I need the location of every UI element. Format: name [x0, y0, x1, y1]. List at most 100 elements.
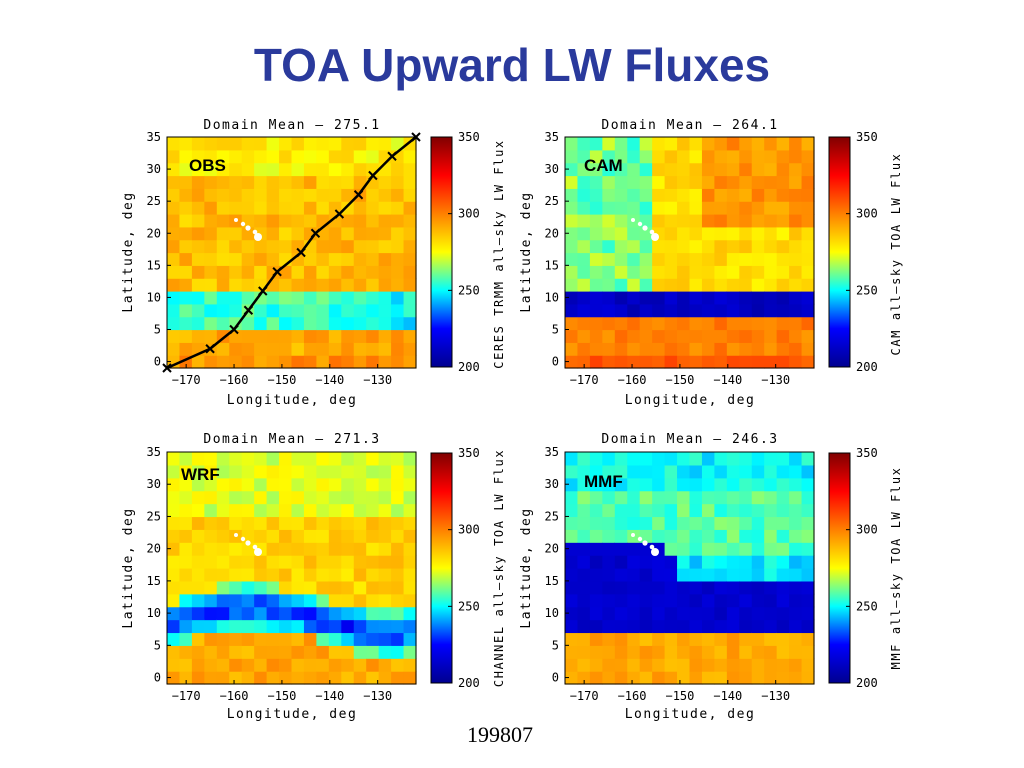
heatmap-cell [291, 568, 305, 582]
heatmap-cell [303, 671, 317, 685]
heatmap-cell [714, 516, 728, 530]
heatmap-cell [714, 355, 728, 369]
heatmap-cell [689, 214, 703, 228]
heatmap-cell [328, 239, 342, 254]
heatmap-cell [204, 291, 218, 305]
heatmap-cell [403, 214, 417, 228]
heatmap-cell [167, 278, 181, 292]
heatmap-cell [254, 316, 268, 331]
colorbar-tick-label: 250 [856, 599, 878, 613]
heatmap-cell [167, 503, 181, 518]
heatmap-cell [776, 658, 790, 672]
heatmap-cell [366, 214, 380, 228]
heatmap-cell [391, 188, 405, 202]
heatmap-cell [353, 632, 367, 646]
heatmap-cell [241, 252, 255, 266]
heatmap-cell [639, 671, 653, 685]
yaxis-label-cam: Latitude, deg [519, 191, 534, 312]
heatmap-cell [266, 580, 280, 595]
heatmap-cell [764, 239, 778, 254]
heatmap-cell [677, 149, 691, 164]
heatmap-cell [191, 632, 205, 646]
heatmap-cell [353, 278, 367, 292]
heatmap-cell [739, 201, 753, 215]
heatmap-cell [602, 555, 616, 569]
heatmap-cell [403, 555, 417, 569]
heatmap-cell [801, 542, 815, 556]
heatmap-cell [627, 226, 641, 241]
heatmap-cell [701, 329, 715, 343]
heatmap-cell [353, 542, 367, 556]
heatmap-cell [789, 568, 803, 582]
heatmap-cell [701, 342, 715, 356]
heatmap-cell [677, 464, 691, 479]
y-tick-label: 20 [545, 542, 559, 556]
heatmap-cell [602, 201, 616, 215]
heatmap-cell [216, 355, 230, 369]
heatmap-cell [739, 555, 753, 569]
heatmap-cell [677, 593, 691, 608]
heatmap-cell [229, 201, 243, 215]
heatmap-cell [366, 265, 380, 279]
heatmap-cell [677, 658, 691, 672]
heatmap-cell [789, 291, 803, 305]
heatmap-cell [167, 529, 181, 543]
heatmap-cell [589, 278, 603, 292]
heatmap-cell [739, 342, 753, 356]
heatmap-cell [279, 239, 293, 254]
heatmap-cell [229, 516, 243, 530]
heatmap-cell [266, 149, 280, 164]
heatmap-cell [216, 175, 230, 189]
heatmap-cell [652, 606, 666, 621]
heatmap-cell [614, 516, 628, 530]
heatmap-cell [689, 278, 703, 292]
heatmap-cell [291, 149, 305, 164]
heatmap-cell [391, 303, 405, 318]
heatmap-cell [291, 316, 305, 331]
heatmap-cell [179, 477, 193, 492]
heatmap-cell [391, 291, 405, 305]
heatmap-cell [254, 632, 268, 646]
heatmap-cell [391, 239, 405, 254]
heatmap-cell [303, 658, 317, 672]
heatmap-cell [378, 555, 392, 569]
heatmap-cell [266, 252, 280, 266]
heatmap-cell [726, 316, 740, 331]
heatmap-cell [204, 149, 218, 164]
heatmap-cell [316, 137, 330, 151]
heatmap-cell [167, 149, 181, 164]
heatmap-cell [291, 252, 305, 266]
heatmap-cell [229, 542, 243, 556]
heatmap-cell [316, 201, 330, 215]
heatmap-cell [316, 542, 330, 556]
heatmap-cell [167, 645, 181, 659]
heatmap-cell [303, 278, 317, 292]
heatmap-cell [204, 645, 218, 659]
heatmap-cell [328, 149, 342, 164]
heatmap-cell [652, 593, 666, 608]
heatmap-cell [577, 503, 591, 518]
heatmap-cell [577, 542, 591, 556]
heatmap-cell [316, 278, 330, 292]
heatmap-cell [614, 329, 628, 343]
heatmap-cell [266, 555, 280, 569]
heatmap-cell [677, 645, 691, 659]
heatmap-cell [701, 645, 715, 659]
heatmap-cell [602, 464, 616, 479]
heatmap-cell [279, 671, 293, 685]
heatmap-cell [664, 137, 678, 151]
heatmap-cell [726, 658, 740, 672]
heatmap-cell [229, 593, 243, 608]
heatmap-cell [241, 201, 255, 215]
heatmap-cell [341, 593, 355, 608]
heatmap-cell [701, 252, 715, 266]
heatmap-cell [627, 464, 641, 479]
heatmap-cell [179, 606, 193, 621]
heatmap-cell [204, 658, 218, 672]
heatmap-cell [726, 671, 740, 685]
heatmap-cell [204, 671, 218, 685]
heatmap-cell [801, 252, 815, 266]
heatmap-cell [216, 162, 230, 177]
heatmap-cell [677, 529, 691, 543]
heatmap-cell [266, 477, 280, 492]
